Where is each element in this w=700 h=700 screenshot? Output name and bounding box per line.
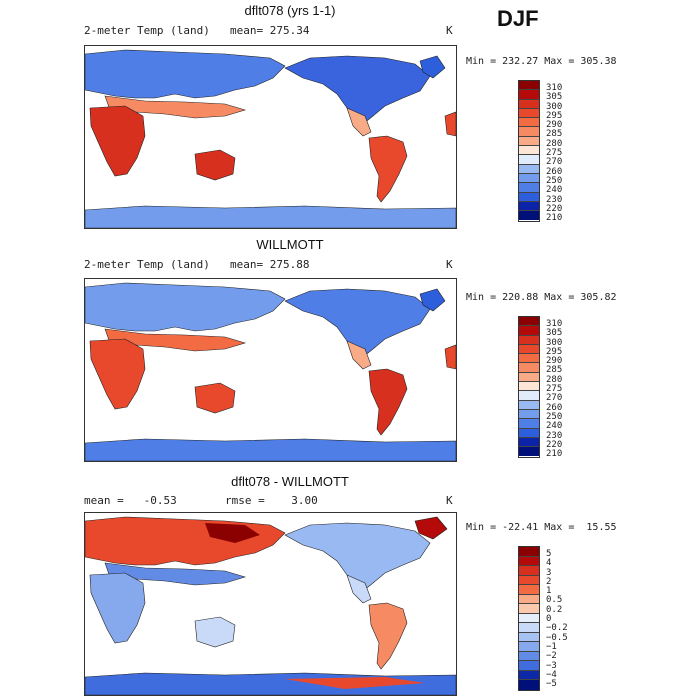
colorbar-label: 250 [546,411,563,422]
colorbar-label: 230 [546,194,563,205]
colorbar-label: 260 [546,166,563,177]
colorbar-label: 275 [546,148,563,159]
colorbar-label: 295 [546,346,563,357]
colorbar-label: 285 [546,129,563,140]
colorbar-label: 270 [546,393,563,404]
colorbar-label: 275 [546,384,563,395]
panel-3-map [84,512,457,696]
panel-2-colorbar-labels: 310 305 300 295 290 285 280 275 270 260 … [546,319,563,460]
panel-1-mean-label: mean= 275.34 [230,24,310,37]
colorbar-label: 2 [546,576,552,587]
colorbar-label: 280 [546,374,563,385]
colorbar-label: −0.2 [546,623,568,634]
colorbar-label: 0 [546,614,552,625]
colorbar-label: −2 [546,651,557,662]
colorbar-label: 240 [546,185,563,196]
colorbar-label: 300 [546,101,563,112]
panel-2-colorbar [518,316,540,458]
panel-1-map [84,45,457,229]
panel-1-variable-label: 2-meter Temp (land) [84,24,210,37]
colorbar-label: 210 [546,449,563,460]
colorbar-label: 300 [546,337,563,348]
panel-2-mean-label: mean= 275.88 [230,258,310,271]
colorbar-label: 230 [546,430,563,441]
colorbar-label: 210 [546,213,563,224]
panel-3-rmse-label: rmse = 3.00 [225,494,318,507]
panel-2-variable-label: 2-meter Temp (land) [84,258,210,271]
colorbar-label: 310 [546,319,563,329]
colorbar-label: 260 [546,402,563,413]
colorbar-label: 220 [546,439,563,450]
colorbar-label: 0.2 [546,604,563,615]
panel-1-colorbar-labels: 310 305 300 295 290 285 280 275 270 260 … [546,83,563,224]
panel-2-unit: K [446,258,453,271]
colorbar-label: 240 [546,421,563,432]
colorbar-label: 5 [546,549,552,559]
colorbar-label: −1 [546,641,557,652]
colorbar-label: 290 [546,356,563,367]
panel-3-colorbar [518,546,540,691]
colorbar-label: 290 [546,120,563,131]
colorbar-label: 285 [546,365,563,376]
colorbar-label: 3 [546,567,552,578]
colorbar-label: −5 [546,679,557,690]
panel-3-title: dflt078 - WILLMOTT [231,474,349,489]
panel-1-title: dflt078 (yrs 1-1) [244,3,336,18]
panel-2-minmax: Min = 220.88 Max = 305.82 [466,292,617,303]
panel-3-minmax: Min = -22.41 Max = 15.55 [466,522,617,533]
colorbar-label: 220 [546,203,563,214]
colorbar-label: 0.5 [546,595,563,606]
colorbar-label: 295 [546,110,563,121]
panel-1-unit: K [446,24,453,37]
colorbar-label: 310 [546,83,563,93]
colorbar-label: −3 [546,660,557,671]
panel-3-colorbar-labels: 5 4 3 2 1 0.5 0.2 0 −0.2 −0.5 −1 −2 −3 −… [546,549,568,690]
panel-1-minmax: Min = 232.27 Max = 305.38 [466,56,617,67]
panel-2-map [84,278,457,462]
panel-1-colorbar [518,80,540,222]
panel-3-unit: K [446,494,453,507]
colorbar-label: 4 [546,558,552,569]
colorbar-label: 1 [546,586,552,597]
colorbar-label: −0.5 [546,632,568,643]
panel-2-title: WILLMOTT [256,237,324,252]
colorbar-label: 280 [546,138,563,149]
season-label: DJF [497,6,539,31]
colorbar-label: 305 [546,92,563,103]
colorbar-label: −4 [546,669,557,680]
colorbar-label: 250 [546,175,563,186]
panel-3-mean-label: mean = -0.53 [84,494,177,507]
colorbar-label: 270 [546,157,563,168]
colorbar-label: 305 [546,328,563,339]
